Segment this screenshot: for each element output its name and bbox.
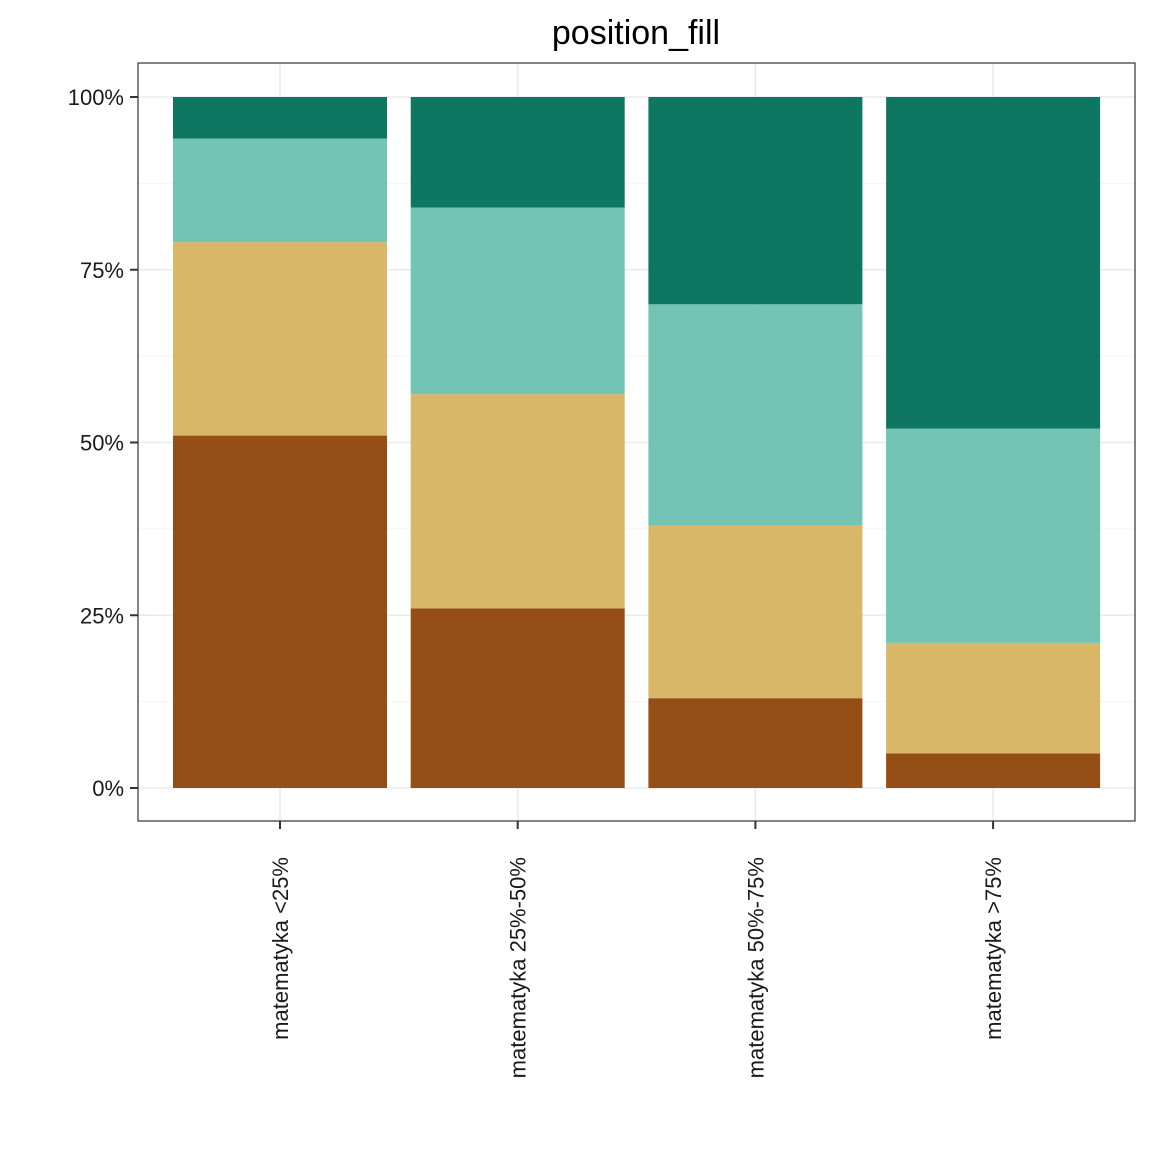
bars <box>173 97 1101 788</box>
chart-title: position_fill <box>552 14 720 52</box>
bar-segment <box>886 642 1101 754</box>
x-tick-label: matematyka 50%-75% <box>743 857 768 1078</box>
bar-segment <box>410 394 625 609</box>
bar-segment <box>648 304 863 526</box>
y-tick-label: 75% <box>80 258 124 283</box>
bar-segment <box>173 97 387 139</box>
x-tick-label: matematyka <25% <box>268 857 293 1040</box>
bar-segment <box>886 97 1101 429</box>
y-tick-label: 100% <box>68 85 124 110</box>
bar-segment <box>886 753 1101 788</box>
bar-segment <box>648 97 863 305</box>
y-tick-label: 0% <box>92 776 124 801</box>
bar-segment <box>173 242 387 436</box>
y-tick-label: 50% <box>80 431 124 456</box>
bar-segment <box>886 428 1101 643</box>
bar-segment <box>173 435 387 788</box>
bar-segment <box>173 138 387 243</box>
y-tick-label: 25% <box>80 603 124 628</box>
bar-segment <box>648 525 863 699</box>
x-tick-label: matematyka 25%-50% <box>506 857 531 1078</box>
y-axis: 0% 25% 50% 75% 100% <box>68 85 138 801</box>
bar-segment <box>410 608 625 788</box>
bar-segment <box>410 207 625 395</box>
x-tick-label: matematyka >75% <box>981 857 1006 1040</box>
bar-segment <box>648 698 863 788</box>
x-axis: matematyka <25% matematyka 25%-50% matemat… <box>268 821 1006 1078</box>
bar-segment <box>410 97 625 208</box>
